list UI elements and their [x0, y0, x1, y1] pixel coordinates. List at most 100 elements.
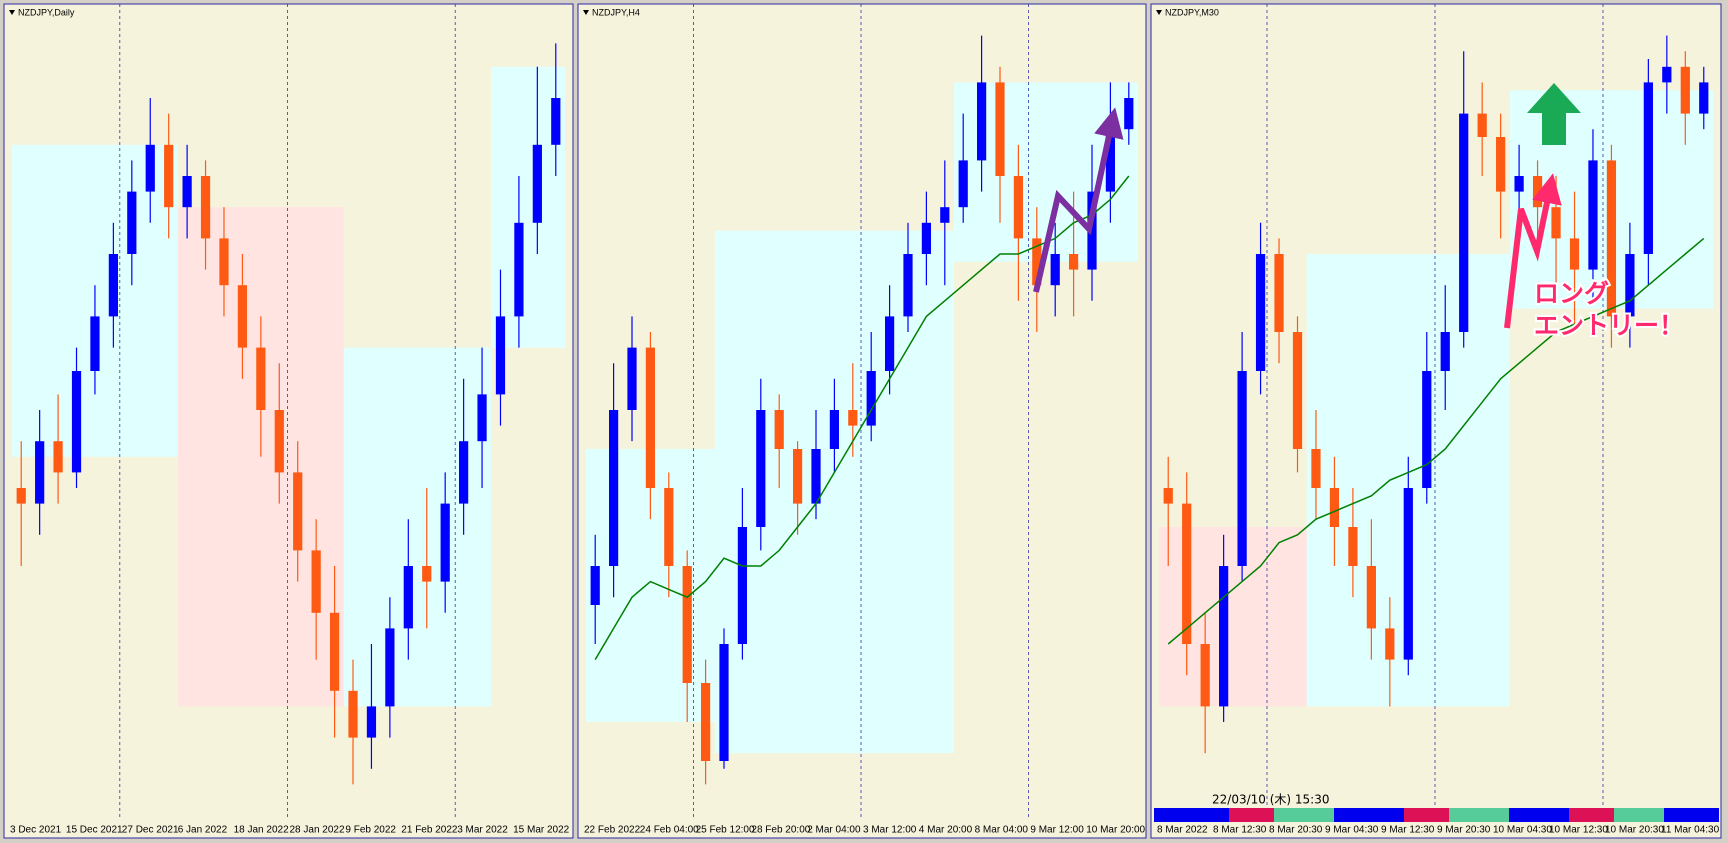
x-tick-label: 8 Mar 20:30 — [1269, 825, 1323, 836]
chart-title: NZDJPY,M30 — [1165, 7, 1219, 17]
candle-body — [1163, 488, 1173, 504]
bar-segment — [1154, 808, 1229, 822]
candle-body — [53, 441, 63, 473]
x-tick-label: 15 Dec 2021 — [66, 825, 123, 836]
bar-segment — [1664, 808, 1719, 822]
moving-average — [1167, 237, 1705, 645]
x-tick-label: 9 Feb 2022 — [345, 825, 396, 836]
candle-body — [403, 566, 413, 629]
zone — [714, 230, 954, 754]
candle-body — [1219, 566, 1229, 707]
x-tick-label: 27 Dec 2021 — [122, 825, 179, 836]
x-tick-label: 21 Feb 2022 — [401, 825, 458, 836]
candle-body — [977, 82, 987, 161]
candle-body — [1477, 113, 1487, 137]
x-tick-label: 10 Mar 12:30 — [1549, 825, 1608, 836]
candle-body — [1200, 644, 1210, 707]
x-tick-label: 3 Mar 2022 — [457, 825, 508, 836]
x-tick-label: 25 Feb 12:00 — [696, 825, 755, 836]
candle-body — [35, 441, 45, 504]
title-triangle — [583, 10, 589, 15]
candle-body — [1237, 371, 1247, 566]
candle-body — [774, 410, 784, 449]
candle-body — [756, 410, 766, 527]
candle-body — [940, 207, 950, 223]
candle-body — [366, 706, 377, 738]
candle-body — [1069, 254, 1079, 270]
candle-body — [848, 410, 858, 426]
zone — [1159, 527, 1307, 707]
bar-segment — [1334, 808, 1404, 822]
candle-body — [1124, 98, 1134, 130]
candle-body — [237, 285, 248, 348]
x-tick-label: 9 Mar 12:30 — [1381, 825, 1435, 836]
candle-body — [348, 690, 358, 738]
bar-segment — [1404, 808, 1449, 822]
candle-body — [1366, 566, 1376, 629]
x-tick-label: 8 Mar 04:00 — [975, 825, 1029, 836]
candle-body — [1013, 176, 1023, 239]
candle-body — [1182, 503, 1192, 644]
x-tick-label: 10 Mar 20:00 — [1086, 825, 1145, 836]
candle-body — [1699, 82, 1709, 114]
x-tick-label: 2 Mar 04:00 — [807, 825, 861, 836]
candle-body — [903, 254, 913, 317]
pink-arrow — [1504, 173, 1562, 329]
bar-segment — [1569, 808, 1614, 822]
cursor-time: 22/03/10 (木) 15:30 — [1212, 793, 1329, 807]
candle-body — [921, 222, 931, 254]
candle-body — [311, 550, 321, 613]
annotation: ロング — [1534, 279, 1609, 308]
x-tick-label: 15 Mar 2022 — [513, 825, 570, 836]
candle-body — [1087, 191, 1097, 270]
candle-body — [1385, 628, 1395, 660]
candle-body — [459, 441, 469, 504]
candle-body — [1440, 332, 1450, 371]
overlay — [1033, 83, 1719, 822]
x-tick-label: 10 Mar 04:30 — [1493, 825, 1552, 836]
x-tick-label: 18 Jan 2022 — [234, 825, 289, 836]
candle-body — [532, 144, 542, 223]
x-tick-label: 8 Mar 12:30 — [1213, 825, 1267, 836]
candle-body — [71, 371, 82, 473]
candle-body — [737, 527, 747, 644]
bar-segment — [1449, 808, 1509, 822]
x-tick-label: 22 Feb 2022 — [584, 825, 641, 836]
candle-body — [829, 410, 839, 449]
x-tick-label: 28 Feb 20:00 — [751, 825, 810, 836]
moving-average — [594, 175, 1130, 660]
chart-panel: 3 Dec 2021 15 Dec 2021 27 Dec 2021 6 Jan 20… — [3, 3, 574, 839]
candle-body — [885, 316, 895, 371]
candle-body — [164, 144, 174, 208]
candle-body — [1625, 254, 1635, 317]
candle-body — [1292, 332, 1303, 449]
x-tick-label: 28 Jan 2022 — [290, 825, 345, 836]
panels: 3 Dec 2021 15 Dec 2021 27 Dec 2021 6 Jan 20… — [3, 3, 1722, 839]
candle-body — [1329, 488, 1340, 527]
x-tick-label: 9 Mar 12:00 — [1030, 825, 1084, 836]
candle-body — [219, 238, 229, 286]
x-tick-label: 3 Mar 12:00 — [863, 825, 917, 836]
x-tick-label: 6 Jan 2022 — [178, 825, 228, 836]
title-triangle — [9, 10, 15, 15]
annotation: エントリー！ — [1534, 311, 1684, 340]
candle-body — [627, 347, 637, 410]
candle-body — [108, 254, 118, 317]
title-triangle — [1156, 10, 1162, 15]
x-tick-label: 11 Mar 04:30 — [1661, 825, 1720, 836]
candle-body — [440, 503, 450, 582]
x-tick-label: 4 Mar 20:00 — [919, 825, 973, 836]
candle-body — [645, 347, 655, 488]
candle-body — [590, 566, 600, 605]
candle-body — [701, 683, 711, 761]
candle-body — [1105, 129, 1115, 192]
candle-body — [609, 410, 619, 566]
x-tick-label: 3 Dec 2021 — [10, 825, 62, 836]
x-tick-label: 9 Mar 04:30 — [1325, 825, 1379, 836]
candle-body — [293, 472, 303, 551]
candle-body — [1569, 238, 1580, 270]
candle-body — [422, 566, 432, 582]
